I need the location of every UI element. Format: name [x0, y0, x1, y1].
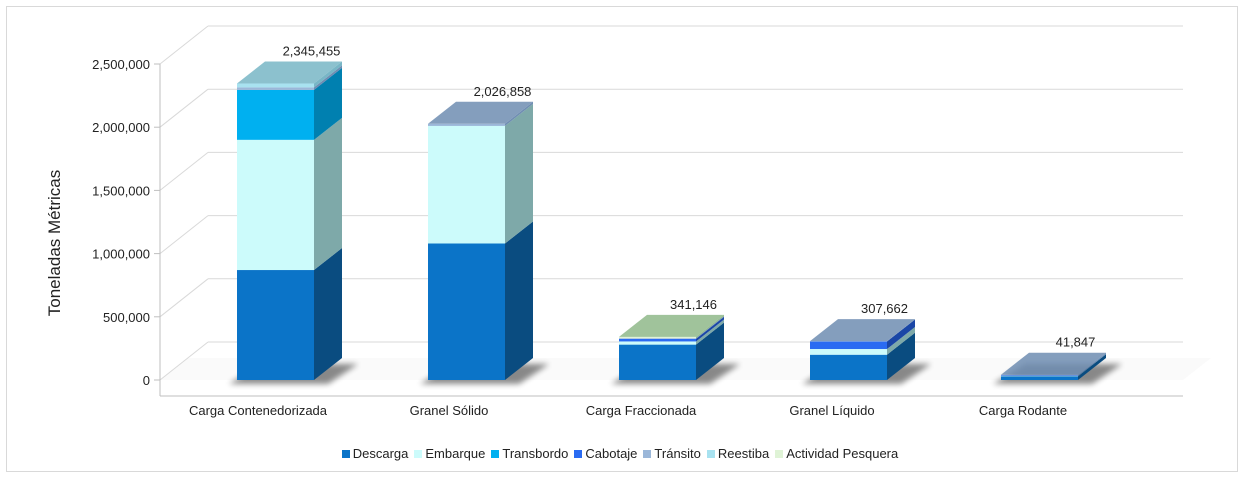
bar-segment-side	[1078, 352, 1106, 376]
bar-segment-side	[505, 101, 533, 126]
legend-item: Descarga	[341, 446, 409, 461]
gridline-diagonal	[159, 278, 209, 318]
axes	[154, 63, 1183, 397]
bar-segment-front	[237, 139, 314, 271]
chart-plot: 0 500,000 1,000,000 1,500,000 2,000,000 2,500…	[45, 25, 1183, 418]
bar-segment-side	[696, 316, 724, 339]
bar-segment-front	[619, 338, 696, 342]
bar-segment-front	[1001, 375, 1078, 376]
bar-segment-side	[314, 117, 342, 271]
bar-segment-side	[314, 61, 342, 88]
bar-segment-front	[428, 243, 505, 380]
legend-item: Actividad Pesquera	[775, 446, 898, 461]
legend-item: Tránsito	[643, 446, 701, 461]
legend-label: Transbordo	[502, 446, 569, 461]
bar-segment-side	[1078, 353, 1106, 376]
bar-segment-front	[619, 344, 696, 380]
legend-label: Embarque	[425, 446, 486, 461]
bar-top	[810, 319, 915, 342]
bar-segment-front	[237, 270, 314, 380]
bar-segment-side	[1078, 354, 1106, 380]
bar-segment-front	[619, 338, 696, 339]
bar-top	[1001, 352, 1106, 375]
y-tick-label: 1,000,000	[92, 247, 150, 262]
bar-segment-side	[505, 103, 533, 244]
legend-item: Reestiba	[706, 446, 770, 461]
legend-item: Embarque	[414, 446, 485, 461]
legend-label: Descarga	[352, 446, 409, 461]
legend-swatch	[414, 449, 423, 458]
legend-label: Tránsito	[654, 446, 701, 461]
bar-segment-front	[810, 349, 887, 355]
bar-segment-side	[696, 314, 724, 339]
gridline-diagonal	[159, 341, 209, 381]
labels: 0 500,000 1,000,000 1,500,000 2,000,000 2,500…	[92, 44, 1095, 418]
bar-segment-side	[887, 319, 915, 342]
legend-swatch	[643, 449, 652, 458]
bar-segment-front	[237, 89, 314, 140]
bar-segment-front	[237, 87, 314, 90]
bar-segment-side	[1078, 353, 1106, 377]
legend-label: Reestiba	[717, 446, 770, 461]
legend-swatch	[775, 449, 784, 458]
legend-swatch	[706, 449, 715, 458]
legend-label: Cabotaje	[585, 446, 638, 461]
bar-segment-side	[887, 332, 915, 380]
x-tick-label: Granel Líquido	[789, 403, 874, 418]
total-label: 341,146	[670, 297, 717, 312]
bar-top	[237, 61, 342, 84]
bar-segment-side	[696, 322, 724, 380]
chart-frame	[6, 6, 1238, 472]
total-label: 41,847	[1056, 335, 1096, 350]
bar-segment-front	[1001, 375, 1078, 377]
total-label: 2,026,858	[474, 84, 532, 99]
legend-swatch	[341, 449, 350, 458]
bar-segment-front	[1001, 374, 1078, 376]
legend-label: Actividad Pesquera	[786, 446, 899, 461]
x-tick-label: Carga Fraccionada	[586, 403, 697, 418]
bar-segment-side	[887, 319, 915, 350]
legend-item: Transbordo	[491, 446, 568, 461]
legend-swatch	[491, 449, 500, 458]
bar-segment-side	[696, 319, 724, 345]
legend-swatch	[574, 449, 583, 458]
gridline-diagonal	[159, 152, 209, 191]
gridline-diagonal	[159, 215, 209, 254]
y-axis-title: Toneladas Métricas	[45, 170, 64, 316]
y-tick-label: 0	[143, 373, 150, 388]
y-tick-label: 1,500,000	[92, 183, 150, 198]
y-tick-label: 500,000	[103, 310, 150, 325]
total-label: 2,345,455	[283, 44, 341, 59]
bar-segment-front	[428, 125, 505, 244]
bar-segment-front	[619, 336, 696, 339]
bar-segment-side	[887, 327, 915, 355]
bar-segment-side	[314, 65, 342, 90]
y-tick-label: 2,500,000	[92, 57, 150, 72]
bar-segment-side	[314, 67, 342, 140]
gridline-diagonal	[159, 88, 209, 128]
x-tick-label: Carga Rodante	[979, 403, 1067, 418]
x-tick-label: Granel Sólido	[410, 403, 489, 418]
bar-segment-front	[428, 123, 505, 126]
bar-top	[428, 101, 533, 124]
bar-segment-front	[1001, 376, 1078, 380]
bar-top	[619, 314, 724, 337]
bar-segment-front	[810, 354, 887, 380]
gridline-diagonal	[159, 25, 209, 65]
legend-item: Cabotaje	[574, 446, 637, 461]
bar-segment-side	[505, 221, 533, 380]
bar-segment-front	[810, 341, 887, 350]
x-tick-label: Carga Contenedorizada	[189, 403, 328, 418]
bar-segment-front	[619, 341, 696, 345]
bar-segment-front	[810, 341, 887, 342]
legend: Descarga Embarque Transbordo Cabotaje Tránsi…	[0, 446, 1246, 461]
bar-segment-side	[314, 248, 342, 380]
bar-segment-front	[237, 83, 314, 88]
y-tick-label: 2,000,000	[92, 120, 150, 135]
total-label: 307,662	[861, 301, 908, 316]
bar-segment-side	[696, 316, 724, 342]
bars	[237, 61, 1106, 380]
